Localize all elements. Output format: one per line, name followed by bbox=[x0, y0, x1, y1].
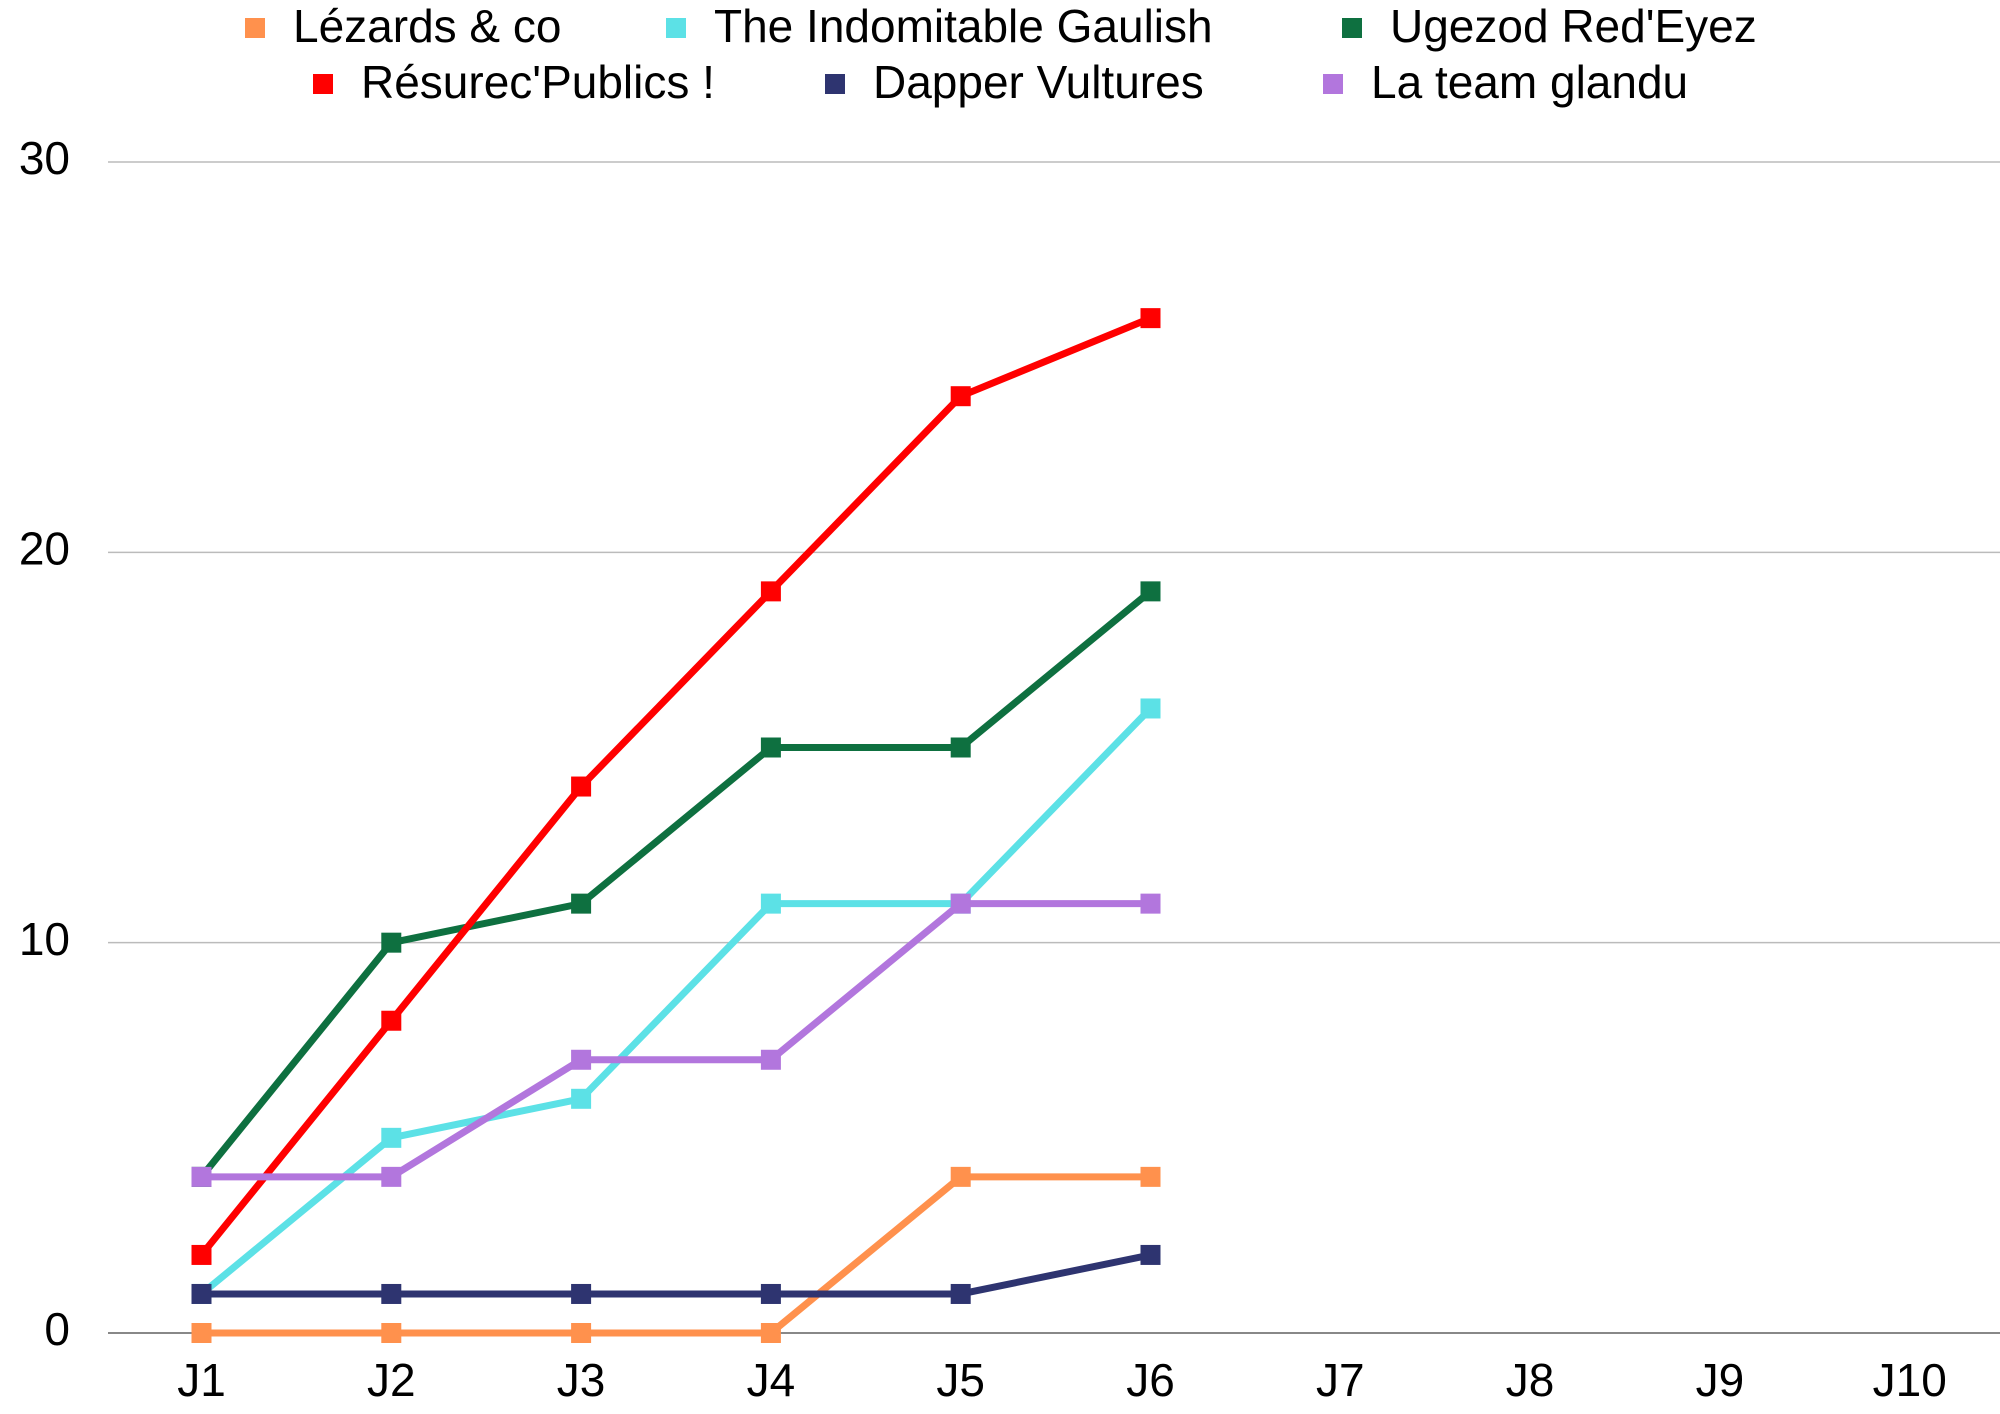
data-point bbox=[571, 1049, 592, 1070]
data-point bbox=[191, 1244, 212, 1265]
data-point bbox=[1140, 1166, 1161, 1187]
data-point bbox=[950, 1283, 971, 1304]
data-point bbox=[950, 1166, 971, 1187]
series-line bbox=[201, 900, 1151, 1181]
x-tick-label: J2 bbox=[367, 1354, 416, 1406]
data-point bbox=[381, 932, 402, 953]
legend-label: Lézards & co bbox=[293, 0, 561, 52]
data-point bbox=[381, 1323, 402, 1343]
y-tick-label: 10 bbox=[19, 913, 70, 965]
data-point bbox=[571, 1088, 592, 1109]
series-line bbox=[198, 314, 1152, 1258]
legend-label: The Indomitable Gaulish bbox=[714, 0, 1213, 52]
x-tick-label: J5 bbox=[936, 1354, 985, 1406]
legend-marker bbox=[245, 18, 265, 38]
x-tick-label: J10 bbox=[1873, 1354, 1947, 1406]
data-point bbox=[1140, 1244, 1161, 1265]
legend-marker bbox=[1342, 18, 1362, 38]
data-point bbox=[950, 737, 971, 758]
x-tick-label: J6 bbox=[1126, 1354, 1175, 1406]
data-point bbox=[950, 893, 971, 914]
data-point bbox=[760, 581, 781, 602]
data-point bbox=[191, 1283, 212, 1304]
data-point bbox=[571, 893, 592, 914]
data-point bbox=[1140, 308, 1161, 329]
x-tick-label: J9 bbox=[1696, 1354, 1745, 1406]
data-point bbox=[1140, 893, 1161, 914]
series-line bbox=[199, 706, 1154, 1297]
data-point bbox=[191, 1323, 212, 1343]
x-tick-label: J7 bbox=[1316, 1354, 1365, 1406]
legend-marker bbox=[825, 74, 845, 94]
x-tick-label: J8 bbox=[1506, 1354, 1555, 1406]
legend-marker bbox=[1323, 74, 1343, 94]
data-point bbox=[191, 1166, 212, 1187]
series-line bbox=[201, 1173, 1151, 1337]
series-line bbox=[201, 1251, 1152, 1298]
data-point bbox=[950, 386, 971, 407]
data-point bbox=[381, 1127, 402, 1148]
x-tick-label: J1 bbox=[177, 1354, 226, 1406]
data-point bbox=[1140, 581, 1161, 602]
data-point bbox=[760, 893, 781, 914]
data-point bbox=[571, 1283, 592, 1304]
data-point bbox=[381, 1166, 402, 1187]
y-tick-label: 20 bbox=[19, 522, 70, 574]
y-tick-label: 30 bbox=[19, 132, 70, 184]
data-point bbox=[571, 1323, 592, 1343]
data-point bbox=[381, 1283, 402, 1304]
legend-label: Ugezod Red'Eyez bbox=[1390, 0, 1757, 52]
legend-marker bbox=[313, 74, 333, 94]
y-tick-label: 0 bbox=[44, 1303, 70, 1355]
legend-marker bbox=[666, 18, 686, 38]
data-point bbox=[760, 1283, 781, 1304]
data-point bbox=[760, 1049, 781, 1070]
x-tick-label: J3 bbox=[557, 1354, 606, 1406]
legend-label: Dapper Vultures bbox=[873, 56, 1204, 108]
series-line bbox=[198, 588, 1153, 1180]
legend-label: Résurec'Publics ! bbox=[361, 56, 715, 108]
data-point bbox=[760, 737, 781, 758]
data-point bbox=[381, 1010, 402, 1031]
data-point bbox=[1140, 698, 1161, 719]
data-point bbox=[760, 1323, 781, 1343]
legend-label: La team glandu bbox=[1371, 56, 1688, 108]
data-point bbox=[571, 776, 592, 797]
x-tick-label: J4 bbox=[747, 1354, 796, 1406]
